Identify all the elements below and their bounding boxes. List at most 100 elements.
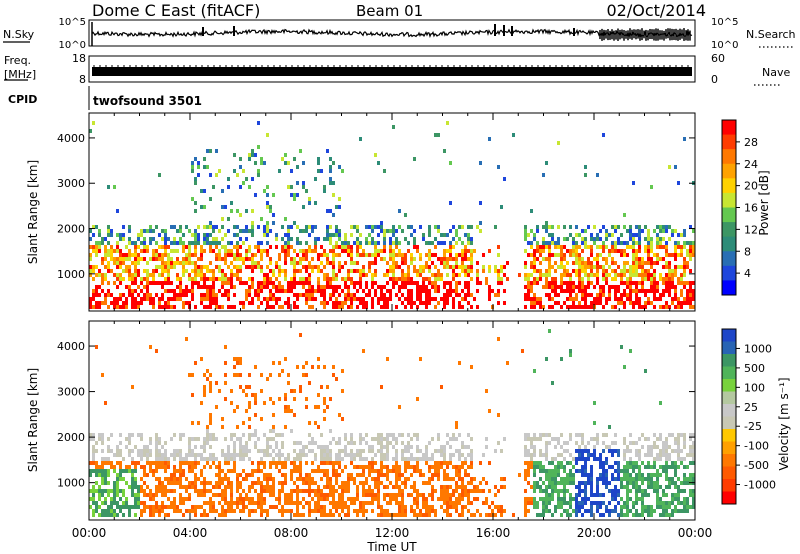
heatmap-cell [557,237,560,241]
heatmap-cell [470,457,473,461]
heatmap-cell [233,257,236,261]
y-tick-label: 1000 [57,477,85,490]
heatmap-cell [113,185,116,189]
heatmap-cell [548,297,551,301]
heatmap-cell [443,305,446,309]
heatmap-cell [374,225,377,229]
heatmap-cell [656,497,659,501]
heatmap-cell [257,437,260,441]
heatmap-cell [431,493,434,497]
heatmap-cell [527,481,530,485]
heatmap-cell [452,289,455,293]
heatmap-cell [533,453,536,457]
heatmap-cell [128,513,131,517]
heatmap-cell [323,505,326,509]
heatmap-cell [665,493,668,497]
heatmap-cell [299,261,302,265]
heatmap-cell [383,485,386,489]
heatmap-cell [371,297,374,301]
heatmap-cell [641,277,644,281]
heatmap-cell [239,253,242,257]
heatmap-cell [644,477,647,481]
heatmap-cell [293,269,296,273]
heatmap-cell [212,461,215,465]
heatmap-cell [170,225,173,229]
heatmap-cell [458,273,461,277]
heatmap-cell [263,477,266,481]
heatmap-cell [245,445,248,449]
heatmap-cell [395,497,398,501]
heatmap-cell [593,257,596,261]
heatmap-cell [158,245,161,249]
heatmap-cell [185,245,188,249]
heatmap-cell [542,513,545,517]
heatmap-cell [257,245,260,249]
heatmap-cell [338,457,341,461]
heatmap-cell [536,281,539,285]
heatmap-cell [383,457,386,461]
heatmap-cell [194,249,197,253]
heatmap-cell [452,453,455,457]
heatmap-cell [179,437,182,441]
heatmap-cell [275,233,278,237]
heatmap-cell [188,469,191,473]
heatmap-cell [248,457,251,461]
heatmap-cell [137,489,140,493]
heatmap-cell [605,229,608,233]
heatmap-cell [437,257,440,261]
heatmap-cell [263,277,266,281]
heatmap-cell [272,213,275,217]
heatmap-cell [296,241,299,245]
heatmap-cell [203,281,206,285]
heatmap-cell [437,301,440,305]
heatmap-cell [308,289,311,293]
heatmap-cell [155,461,158,465]
heatmap-cell [359,301,362,305]
heatmap-cell [557,497,560,501]
heatmap-cell [605,509,608,513]
heatmap-cell [380,297,383,301]
heatmap-cell [194,509,197,513]
heatmap-cell [251,233,254,237]
heatmap-cell [470,277,473,281]
heatmap-cell [572,241,575,245]
heatmap-cell [317,161,320,165]
heatmap-cell [581,241,584,245]
heatmap-cell [188,461,191,465]
heatmap-cell [317,405,320,409]
heatmap-cell [449,285,452,289]
heatmap-cell [500,269,503,273]
heatmap-cell [113,509,116,513]
heatmap-cell [329,461,332,465]
heatmap-cell [167,253,170,257]
heatmap-cell [581,293,584,297]
heatmap-cell [185,301,188,305]
heatmap-cell [320,433,323,437]
heatmap-cell [101,301,104,305]
heatmap-cell [242,477,245,481]
heatmap-cell [209,225,212,229]
heatmap-cell [641,505,644,509]
heatmap-cell [419,473,422,477]
heatmap-cell [254,509,257,513]
heatmap-cell [311,249,314,253]
heatmap-cell [209,433,212,437]
heatmap-cell [635,233,638,237]
heatmap-cell [365,253,368,257]
heatmap-cell [554,437,557,441]
heatmap-cell [428,241,431,245]
heatmap-cell [173,293,176,297]
heatmap-cell [527,469,530,473]
heatmap-cell [92,305,95,309]
heatmap-cell [455,469,458,473]
heatmap-cell [602,277,605,281]
heatmap-cell [143,473,146,477]
heatmap-cell [578,501,581,505]
heatmap-cell [428,253,431,257]
heatmap-cell [443,257,446,261]
heatmap-cell [290,473,293,477]
heatmap-cell [266,449,269,453]
heatmap-cell [257,265,260,269]
heatmap-cell [263,161,266,165]
heatmap-cell [116,233,119,237]
